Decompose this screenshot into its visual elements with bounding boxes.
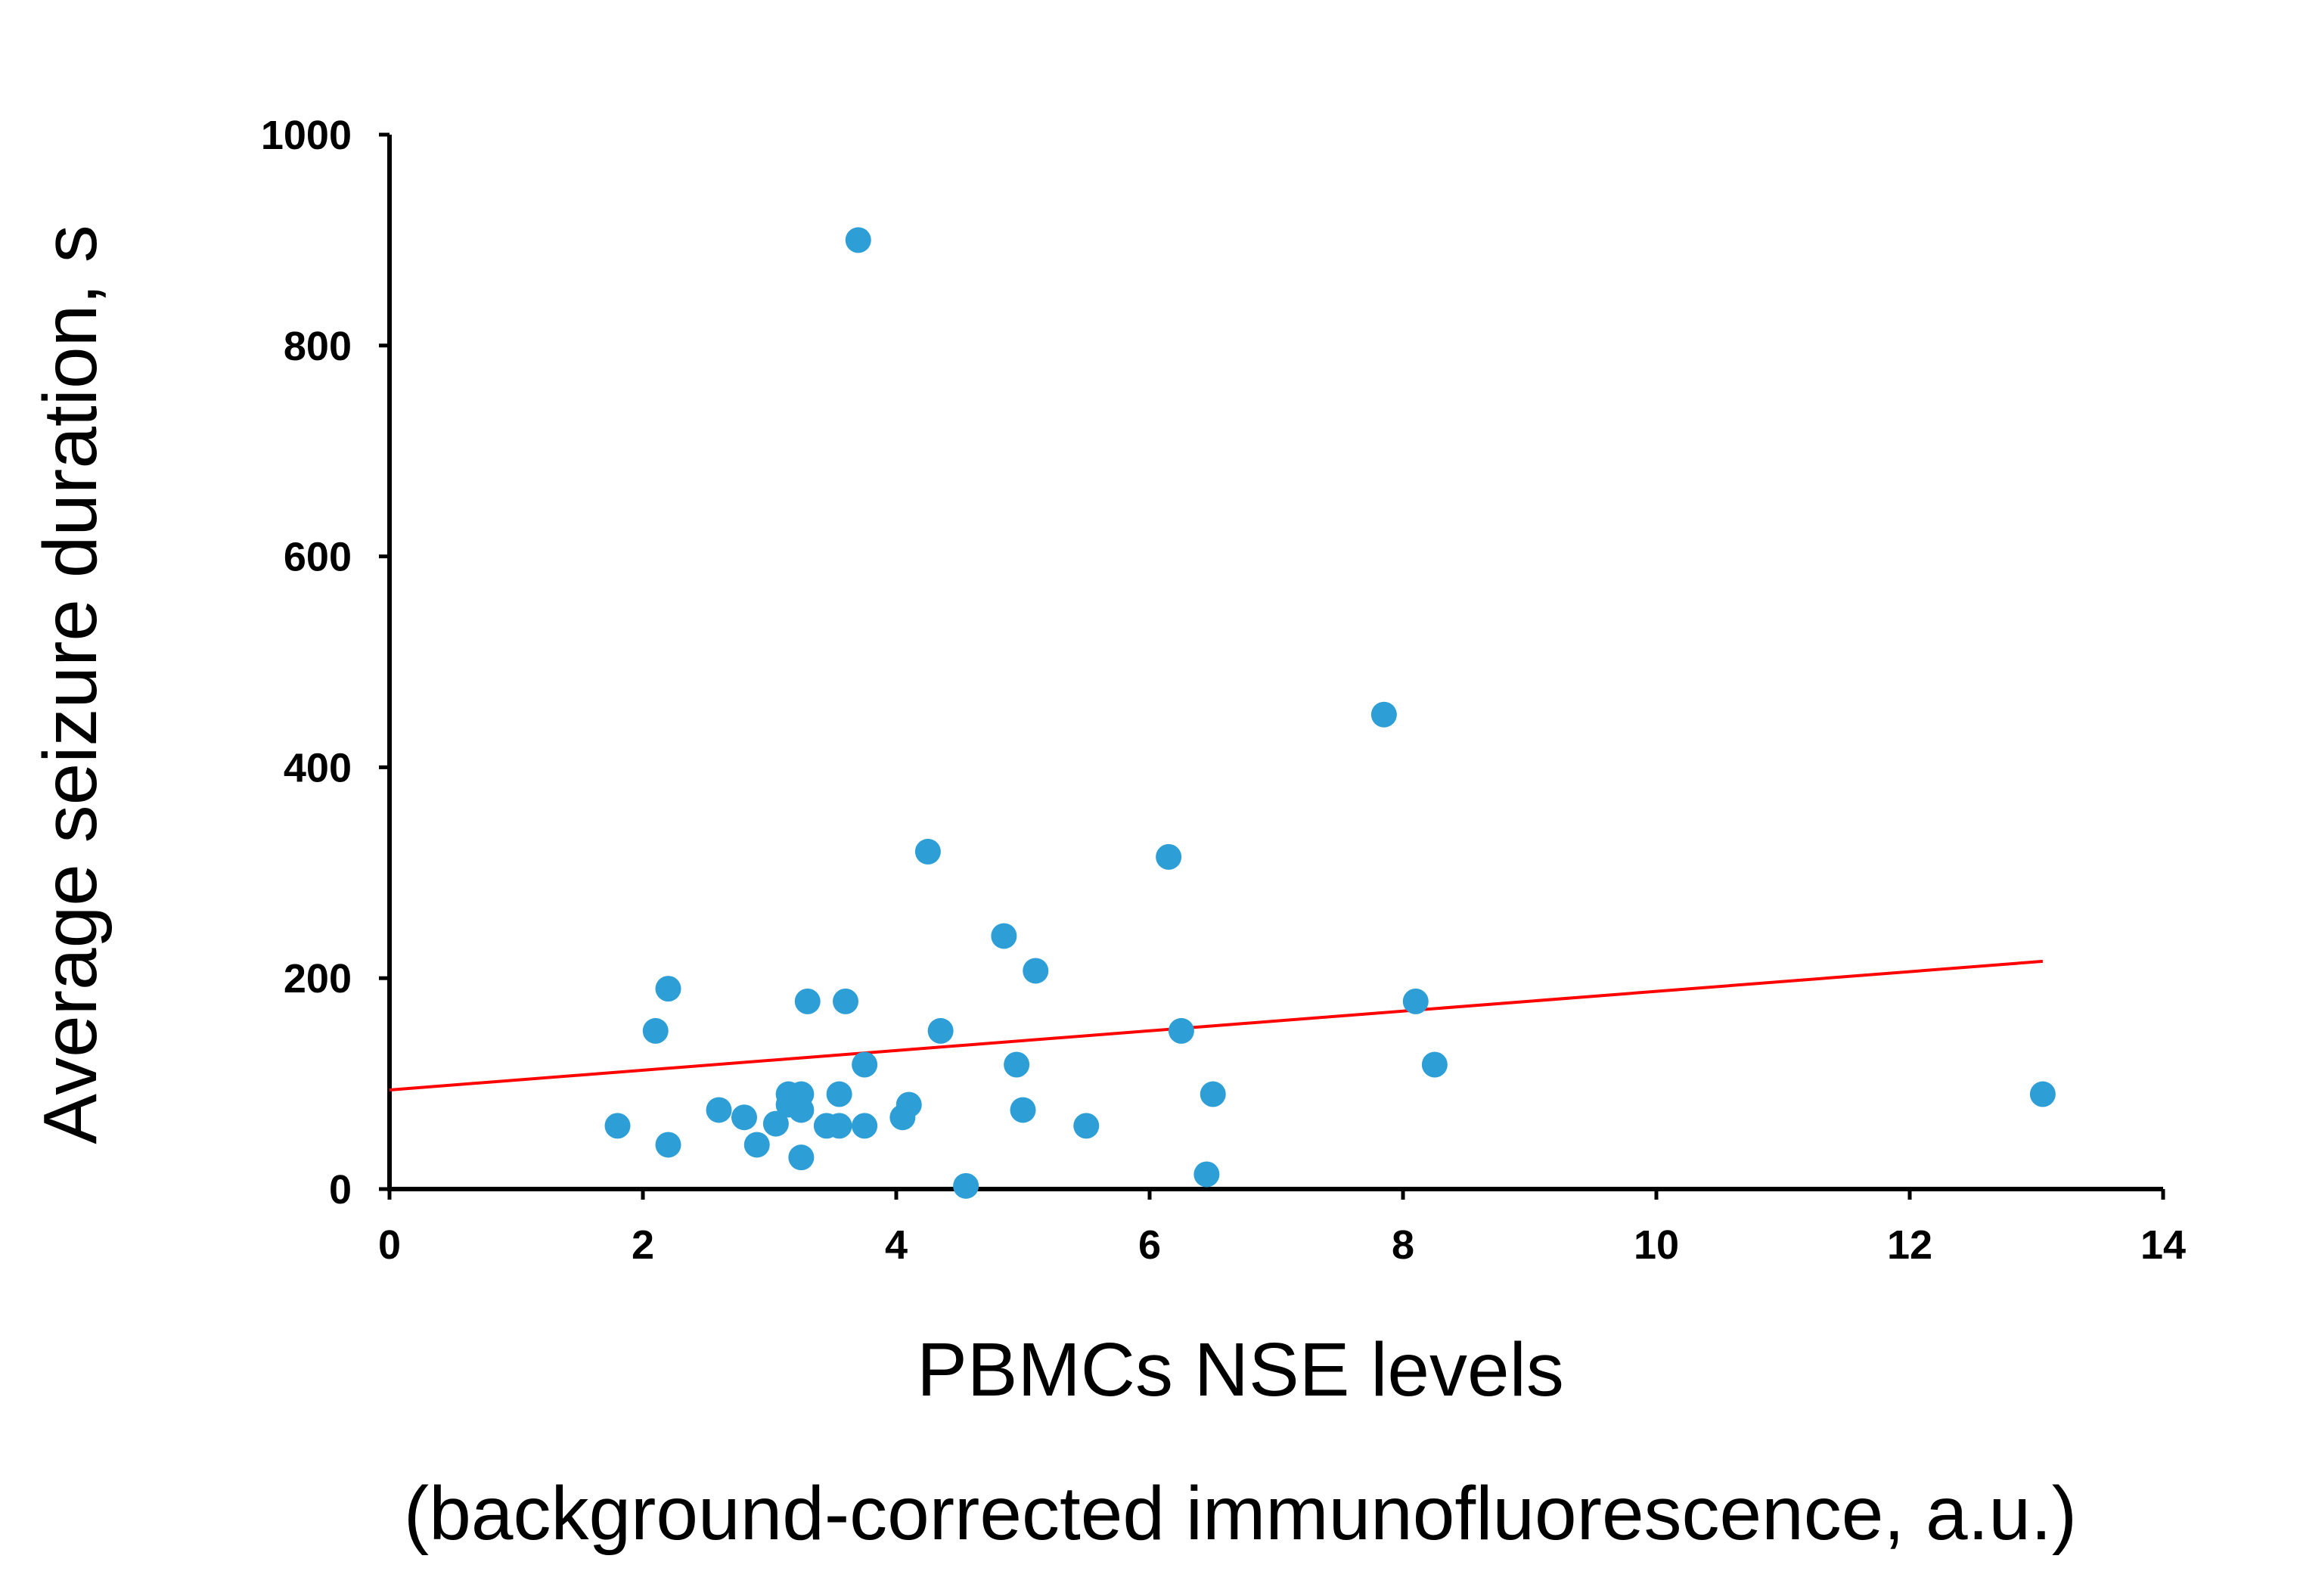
x-tick-label: 14: [2140, 1222, 2186, 1268]
data-point: [706, 1097, 732, 1123]
data-point: [927, 1017, 954, 1044]
y-tick-label: 400: [284, 745, 352, 790]
data-point: [1421, 1051, 1448, 1078]
data-point: [2029, 1081, 2056, 1107]
x-tick-label: 4: [885, 1222, 908, 1268]
y-axis-title: Average seizure duration, s: [28, 225, 113, 1144]
data-point: [1193, 1161, 1220, 1188]
data-point: [642, 1017, 669, 1044]
ticks: 0 200 400 600 800 1000 0 2 4 6 8 10 12 14: [261, 113, 2186, 1268]
data-point: [762, 1110, 789, 1137]
data-point: [655, 1132, 681, 1158]
data-point: [1402, 988, 1429, 1014]
x-tick-label: 0: [378, 1222, 401, 1268]
data-point: [794, 988, 821, 1014]
y-tick-label: 1000: [261, 113, 352, 158]
data-points: [604, 227, 2056, 1199]
data-point: [826, 1113, 852, 1139]
data-point: [852, 1051, 878, 1078]
data-point: [788, 1097, 815, 1123]
y-axis-title-group: Average seizure duration, s: [28, 225, 113, 1144]
data-point: [1004, 1051, 1030, 1078]
y-tick-label: 800: [284, 324, 352, 369]
x-tick-label: 8: [1392, 1222, 1414, 1268]
x-axis-title: PBMCs NSE levels: [917, 1327, 1564, 1412]
data-point: [1156, 843, 1182, 870]
data-point: [914, 838, 941, 865]
x-tick-label: 10: [1634, 1222, 1679, 1268]
data-point: [1168, 1017, 1194, 1044]
trendline: [389, 959, 2044, 1091]
data-point: [991, 923, 1017, 949]
data-point: [788, 1144, 815, 1171]
data-point: [655, 976, 681, 1002]
data-point: [826, 1081, 852, 1107]
data-point: [852, 1113, 878, 1139]
data-point: [604, 1113, 631, 1139]
data-point: [743, 1132, 770, 1158]
axes: [387, 135, 2163, 1191]
data-point: [1073, 1113, 1100, 1139]
data-point: [1370, 701, 1397, 728]
trendline-group: [389, 959, 2044, 1091]
x-tick-label: 6: [1138, 1222, 1161, 1268]
x-axis-subtitle: (background-corrected immunofluorescence…: [404, 1471, 2077, 1556]
x-tick-label: 12: [1887, 1222, 1932, 1268]
data-point: [889, 1104, 916, 1131]
data-point: [1023, 958, 1049, 984]
data-point: [845, 227, 871, 253]
data-point: [953, 1172, 979, 1199]
data-point: [1010, 1097, 1036, 1123]
x-tick-label: 2: [632, 1222, 654, 1268]
data-point: [1200, 1081, 1226, 1107]
y-tick-label: 600: [284, 535, 352, 580]
data-point: [731, 1104, 757, 1131]
data-point: [833, 988, 858, 1014]
y-tick-label: 200: [284, 956, 352, 1001]
y-tick-label: 0: [329, 1167, 352, 1213]
